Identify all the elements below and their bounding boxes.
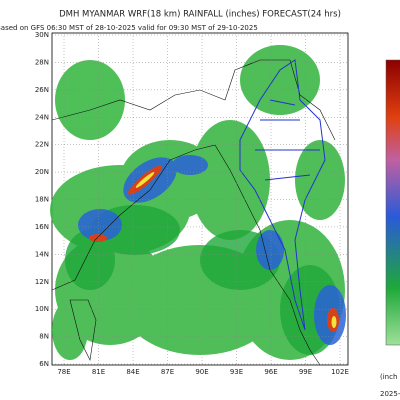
lon-tick-label: 87E	[161, 368, 174, 376]
lat-tick-label: 16N	[35, 223, 49, 231]
lat-tick-label: 20N	[35, 168, 49, 176]
lon-tick-label: 102E	[331, 368, 349, 376]
lat-tick-label: 8N	[39, 333, 49, 341]
lon-tick-label: 81E	[92, 368, 105, 376]
state-boundaries	[255, 99, 320, 181]
myanmar-boundary	[239, 59, 326, 331]
lon-tick-label: 93E	[230, 368, 243, 376]
footer-date: 2025-	[380, 390, 400, 398]
lat-tick-label: 6N	[39, 360, 49, 368]
coastline	[51, 144, 321, 366]
map-area	[50, 32, 349, 366]
island	[69, 299, 97, 361]
lon-tick-label: 84E	[126, 368, 139, 376]
graticule	[52, 33, 348, 365]
lat-tick-label: 10N	[35, 305, 49, 313]
lat-tick-label: 26N	[35, 86, 49, 94]
colorbar	[385, 59, 400, 346]
lat-tick-label: 18N	[35, 196, 49, 204]
lat-tick-label: 28N	[35, 58, 49, 66]
lon-tick-label: 96E	[264, 368, 277, 376]
lon-tick-label: 90E	[195, 368, 208, 376]
rain-peak	[135, 172, 337, 328]
colorbar-label: (inch	[380, 373, 397, 381]
lat-tick-label: 30N	[35, 31, 49, 39]
lat-tick-label: 24N	[35, 113, 49, 121]
map-subtitle: Based on GFS 06:30 MST of 28-10-2025 val…	[0, 24, 258, 32]
lat-tick-label: 22N	[35, 141, 49, 149]
lat-tick-label: 14N	[35, 250, 49, 258]
map-title: DMH MYANMAR WRF(18 km) RAINFALL (inches)…	[59, 10, 341, 20]
country-border	[51, 59, 336, 141]
lon-tick-label: 78E	[57, 368, 70, 376]
lon-tick-label: 99E	[299, 368, 312, 376]
lat-tick-label: 12N	[35, 278, 49, 286]
